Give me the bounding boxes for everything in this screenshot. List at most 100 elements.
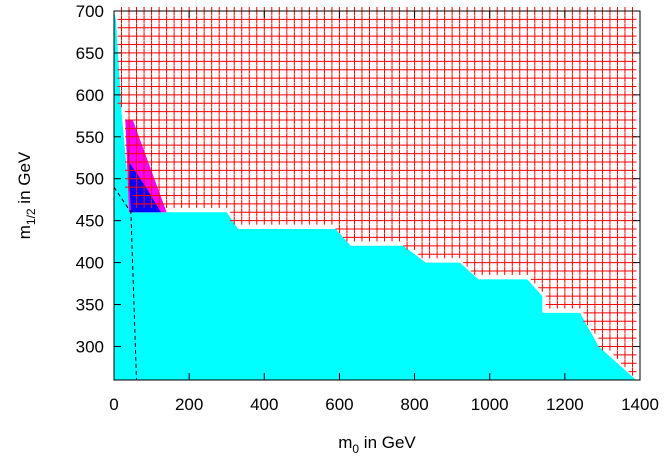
allowed-point [132,65,141,74]
allowed-point [545,174,554,183]
plot-frame [113,10,641,381]
allowed-point [628,292,637,301]
allowed-point [568,250,577,259]
allowed-point [320,74,329,83]
allowed-point [590,132,599,141]
allowed-point [560,82,569,91]
allowed-point [553,107,562,116]
allowed-point [177,40,186,49]
allowed-point [433,90,442,99]
allowed-point [290,183,299,192]
allowed-point [282,216,291,225]
allowed-point [335,32,344,41]
allowed-point [327,40,336,49]
allowed-point [147,124,156,133]
allowed-point [583,258,592,267]
allowed-point [252,208,261,217]
allowed-point [433,48,442,57]
allowed-point [515,74,524,83]
allowed-point [365,99,374,108]
allowed-point [605,199,614,208]
allowed-point [620,317,629,326]
allowed-point [440,174,449,183]
allowed-point [568,183,577,192]
allowed-point [538,15,547,24]
allowed-point [568,141,577,150]
allowed-point [553,15,562,24]
allowed-point [147,132,156,141]
allowed-point [357,225,366,234]
allowed-point [403,107,412,116]
allowed-point [598,124,607,133]
allowed-point [620,166,629,175]
allowed-point [463,82,472,91]
allowed-point [560,23,569,32]
allowed-point [455,132,464,141]
allowed-point [320,208,329,217]
allowed-point [230,174,239,183]
allowed-point [403,208,412,217]
allowed-point [575,216,584,225]
allowed-point [553,57,562,66]
allowed-point [590,216,599,225]
allowed-point [440,40,449,49]
allowed-point [485,23,494,32]
allowed-point [230,166,239,175]
allowed-point [312,23,321,32]
allowed-point [568,23,577,32]
allowed-point [177,82,186,91]
allowed-point [530,275,539,284]
allowed-point [448,149,457,158]
allowed-point [155,90,164,99]
allowed-point [545,124,554,133]
allowed-point [590,174,599,183]
allowed-point [500,241,509,250]
allowed-point [583,48,592,57]
allowed-point [478,174,487,183]
allowed-point [147,183,156,192]
allowed-point [388,199,397,208]
allowed-point [327,157,336,166]
allowed-point [245,141,254,150]
allowed-point [373,124,381,133]
allowed-point [335,48,344,57]
allowed-point [297,208,306,217]
allowed-point [260,116,269,125]
allowed-point [380,74,389,83]
allowed-point [410,141,419,150]
allowed-point [493,258,502,267]
allowed-point [493,266,502,275]
allowed-point [290,57,299,66]
allowed-point [403,32,412,41]
allowed-point [560,241,569,250]
allowed-point [605,116,614,125]
allowed-point [418,48,427,57]
allowed-point [132,99,141,108]
allowed-point [388,233,397,242]
allowed-point [620,359,629,368]
allowed-point [245,65,254,74]
allowed-point [282,199,291,208]
allowed-point [605,342,614,351]
allowed-point [425,107,434,116]
allowed-point [530,132,539,141]
allowed-point [335,216,344,225]
allowed-point [388,191,397,200]
allowed-point [200,116,209,125]
allowed-point [125,124,134,133]
allowed-point [297,191,306,200]
allowed-point [275,149,284,158]
allowed-point [590,258,599,267]
allowed-point [260,82,269,91]
allowed-point [275,174,284,183]
allowed-point [530,65,539,74]
allowed-point [350,40,359,49]
allowed-point [297,199,306,208]
allowed-point [403,166,412,175]
allowed-point [478,32,487,41]
allowed-point [260,90,269,99]
allowed-point [357,90,366,99]
allowed-point [410,132,419,141]
allowed-point [357,82,366,91]
allowed-point [628,283,637,292]
